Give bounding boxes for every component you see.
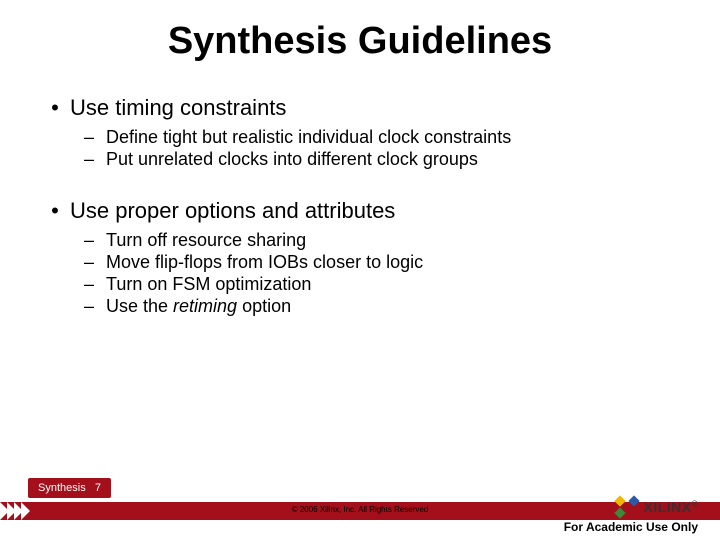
- bullet-lvl2: – Use the retiming option: [84, 296, 680, 317]
- logo-diamond: [615, 495, 626, 506]
- logo-text-label: XILINX: [643, 499, 691, 515]
- subbullet-text: Move flip-flops from IOBs closer to logi…: [106, 252, 423, 273]
- slide-title: Synthesis Guidelines: [0, 0, 720, 63]
- bullet-dot-icon: •: [40, 95, 70, 121]
- subbullet-suffix: option: [237, 296, 291, 316]
- logo-diamond: [629, 507, 640, 518]
- subbullet-italic: retiming: [173, 296, 237, 316]
- footer-copyright: © 2006 Xilinx, Inc. All Rights Reserved: [0, 505, 720, 514]
- bullet-text: Use timing constraints: [70, 95, 286, 121]
- slide: Synthesis Guidelines • Use timing constr…: [0, 0, 720, 540]
- dash-icon: –: [84, 149, 106, 170]
- slide-footer: Synthesis 7 © 2006 Xilinx, Inc. All Righ…: [0, 490, 720, 540]
- subbullet-text: Use the retiming option: [106, 296, 291, 317]
- xilinx-logo-icon: [616, 497, 638, 517]
- logo-diamond: [629, 495, 640, 506]
- dash-icon: –: [84, 252, 106, 273]
- bullet-lvl1: • Use proper options and attributes: [40, 198, 680, 224]
- dash-icon: –: [84, 230, 106, 251]
- dash-icon: –: [84, 127, 106, 148]
- footer-tab-label: Synthesis: [38, 482, 86, 494]
- xilinx-logo-text: XILINX®: [643, 499, 698, 515]
- footer-academic: For Academic Use Only: [564, 520, 698, 534]
- subbullet-prefix: Use the: [106, 296, 173, 316]
- subbullet-text: Turn on FSM optimization: [106, 274, 311, 295]
- bullet-dot-icon: •: [40, 198, 70, 224]
- bullet-lvl2: – Move flip-flops from IOBs closer to lo…: [84, 252, 680, 273]
- subbullet-text: Put unrelated clocks into different cloc…: [106, 149, 478, 170]
- bullet-lvl2: – Turn on FSM optimization: [84, 274, 680, 295]
- bullet-lvl2: – Turn off resource sharing: [84, 230, 680, 251]
- bullet-lvl1: • Use timing constraints: [40, 95, 680, 121]
- subbullet-text: Turn off resource sharing: [106, 230, 306, 251]
- bullet-lvl2: – Define tight but realistic individual …: [84, 127, 680, 148]
- logo-diamond: [615, 507, 626, 518]
- dash-icon: –: [84, 274, 106, 295]
- subbullet-text: Define tight but realistic individual cl…: [106, 127, 511, 148]
- footer-tab: Synthesis 7: [28, 478, 111, 498]
- dash-icon: –: [84, 296, 106, 317]
- slide-content: • Use timing constraints – Define tight …: [0, 63, 720, 317]
- registered-icon: ®: [692, 499, 698, 508]
- footer-tab-page: 7: [95, 482, 101, 494]
- bullet-text: Use proper options and attributes: [70, 198, 395, 224]
- xilinx-logo: XILINX®: [616, 497, 698, 517]
- bullet-lvl2: – Put unrelated clocks into different cl…: [84, 149, 680, 170]
